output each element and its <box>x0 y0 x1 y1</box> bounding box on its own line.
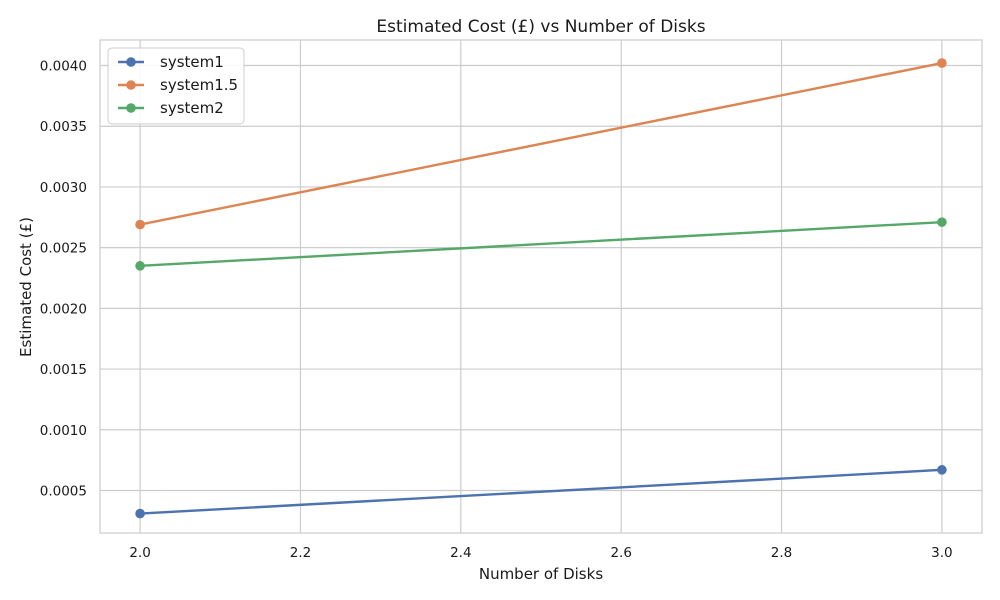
series-line <box>138 61 944 226</box>
data-point <box>937 217 947 227</box>
x-tick-label: 2.4 <box>450 545 471 561</box>
legend-label: system2 <box>160 99 224 117</box>
legend-label: system1 <box>160 53 224 71</box>
y-tick-label: 0.0030 <box>40 180 87 196</box>
plot-background <box>100 40 982 533</box>
legend-box <box>107 47 245 125</box>
series-system1.5 <box>135 58 947 230</box>
legend-marker <box>126 103 136 113</box>
x-tick-label: 2.0 <box>129 545 150 561</box>
x-tick-label: 3.0 <box>931 545 952 561</box>
y-tick-labels: 0.0005 0.0010 0.0015 0.0020 0.0025 0.0030 0.00… <box>40 59 87 500</box>
series-system2 <box>135 217 947 271</box>
y-tick-label: 0.0040 <box>40 59 87 75</box>
x-tick-label: 2.8 <box>771 545 792 561</box>
y-tick-label: 0.0010 <box>40 423 87 439</box>
y-axis-label: Estimated Cost (£) <box>17 217 35 357</box>
x-tick-label: 2.6 <box>610 545 631 561</box>
x-tick-label: 2.2 <box>290 545 311 561</box>
data-point <box>135 219 145 230</box>
series-line <box>138 220 944 268</box>
legend-marker <box>126 80 136 90</box>
legend-label: system1.5 <box>160 76 238 94</box>
plot-frame <box>99 39 983 534</box>
data-point <box>135 508 145 519</box>
grid <box>100 40 982 533</box>
legend: system1 system1.5 system2 <box>107 47 245 125</box>
y-tick-label: 0.0015 <box>40 362 87 378</box>
series-layer <box>135 58 947 519</box>
series-system1 <box>135 465 947 519</box>
data-point <box>135 261 145 271</box>
y-tick-label: 0.0025 <box>40 241 87 257</box>
data-point <box>937 58 947 68</box>
y-tick-label: 0.0020 <box>40 301 87 317</box>
series-line <box>138 468 944 515</box>
legend-marker <box>126 57 136 67</box>
data-point <box>937 465 947 475</box>
chart-title: Estimated Cost (£) vs Number of Disks <box>376 17 705 37</box>
x-tick-labels: 2.0 2.2 2.4 2.6 2.8 3.0 <box>129 545 952 561</box>
y-tick-label: 0.0005 <box>40 484 87 500</box>
y-tick-label: 0.0035 <box>40 119 87 135</box>
x-axis-label: Number of Disks <box>479 565 603 583</box>
